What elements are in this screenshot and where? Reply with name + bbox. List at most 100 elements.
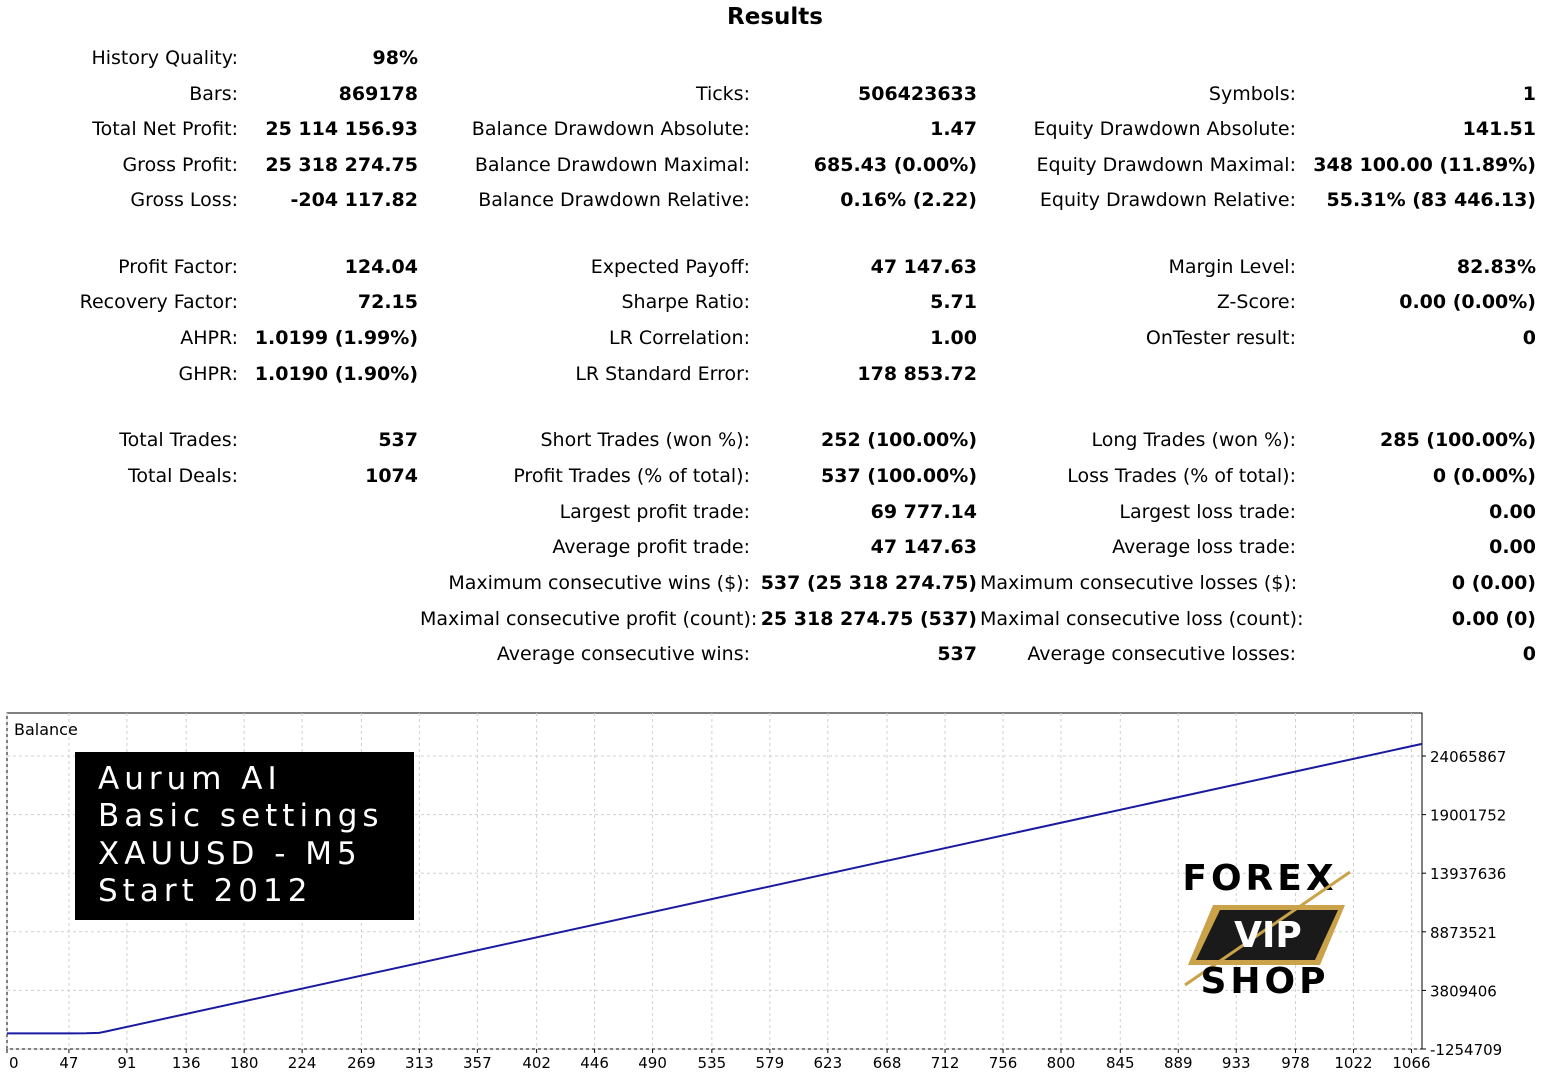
stat-row: Bars: 869178 Ticks: 506423633 Symbols: 1 [0,77,1550,111]
overlay-box [75,752,414,920]
stat-value: -204 117.82 [290,189,418,211]
y-tick-label: 13937636 [1430,865,1506,883]
overlay-text-line: Basic settings [98,798,384,834]
x-tick-label: 47 [59,1054,78,1072]
stat-value: 5.71 [930,291,977,313]
overlay-text-line: Start 2012 [98,873,312,909]
stat-row: Average consecutive wins: 537 Average cons… [0,637,1550,671]
x-tick-label: 535 [698,1054,727,1072]
stat-value: 47 147.63 [870,256,977,278]
stat-label: Gross Profit: [122,154,238,176]
balance-chart: 0 47 91 136 180 224 269 313 357 402 446 490 535 579 62… [0,700,1550,1080]
stat-value: 0.00 [1489,501,1536,523]
stat-label: OnTester result: [1145,327,1296,349]
stat-value: 0.00 [1489,536,1536,558]
balance-chart-svg: 0 47 91 136 180 224 269 313 357 402 446 490 535 579 62… [6,712,1506,1072]
stat-label: Profit Trades (% of total): [513,465,750,487]
stat-label: Total Net Profit: [92,118,238,140]
stat-label: Bars: [189,83,238,105]
stat-value: 348 100.00 (11.89%) [1313,154,1536,176]
x-tick-label: 357 [463,1054,492,1072]
stat-row: Gross Profit: 25 318 274.75 Balance Drawdo… [0,148,1550,182]
stat-label: Average loss trade: [1112,536,1296,558]
stat-value: 0.16% (2.22) [840,189,977,211]
stat-row: Maximum consecutive wins ($): 537 (25 318… [0,566,1550,600]
x-tick-label: 136 [172,1054,201,1072]
stat-label: Long Trades (won %): [1091,429,1296,451]
x-tick-label: 0 [9,1054,19,1072]
stat-label: Total Trades: [119,429,238,451]
stat-row: History Quality: 98% [0,41,1550,75]
stat-label: Loss Trades (% of total): [1067,465,1296,487]
stat-value: 685.43 (0.00%) [813,154,977,176]
y-tick-label: 19001752 [1430,807,1506,825]
x-tick-label: 889 [1164,1054,1193,1072]
chart-title: Balance [14,720,78,739]
stat-value: 178 853.72 [857,363,977,385]
stat-value: 1.0199 (1.99%) [254,327,418,349]
logo-black-band [1196,910,1338,960]
stat-row: Recovery Factor: 72.15 Sharpe Ratio: 5.71 Z-… [0,285,1550,319]
stat-label: Sharpe Ratio: [621,291,750,313]
stat-value: 285 (100.00%) [1380,429,1536,451]
stat-value: 537 [937,643,977,665]
x-tick-label: 1066 [1392,1054,1430,1072]
stat-row: Maximal consecutive profit (count): 25 31… [0,602,1550,636]
stat-row: Largest profit trade: 69 777.14 Largest lo… [0,495,1550,529]
results-title: Results [727,4,823,30]
stat-value: 537 [378,429,418,451]
stat-label: GHPR: [178,363,239,385]
x-tick-label: 933 [1222,1054,1251,1072]
stat-label: Symbols: [1208,83,1296,105]
x-tick-label: 800 [1047,1054,1076,1072]
stat-value: 0.00 (0.00%) [1399,291,1536,313]
x-tick-label: 579 [756,1054,785,1072]
stat-value: 1.00 [930,327,977,349]
stat-label: Maximal consecutive loss (count): [980,608,1304,630]
y-tick-label: 8873521 [1430,924,1497,942]
overlay-text-line: Aurum AI [98,761,282,797]
stat-value: 55.31% (83 446.13) [1326,189,1537,211]
stat-value: 0 (0.00) [1451,572,1536,594]
stat-value: 0 (0.00%) [1432,465,1536,487]
stat-row: AHPR: 1.0199 (1.99%) LR Correlation: 1.00 On… [0,321,1550,355]
logo-forex-text: FOREX [1182,858,1337,899]
balance-line [7,742,1423,1035]
stat-label: Ticks: [695,83,750,105]
stat-value: 0 [1522,327,1536,349]
stat-label: Expected Payoff: [590,256,750,278]
stat-value: 0 [1522,643,1536,665]
logo-shop-text: SHOP [1200,961,1329,1002]
stat-row: Profit Factor: 124.04 Expected Payoff: 47 1… [0,250,1550,284]
logo-gold-stroke [1184,870,1351,987]
stat-row: Gross Loss: -204 117.82 Balance Drawdown R… [0,183,1550,217]
stat-value: 82.83% [1456,256,1536,278]
stat-value: 47 147.63 [870,536,977,558]
logo-vip-text: VIP [1234,915,1302,956]
stat-label: Recovery Factor: [79,291,238,313]
stat-value: 1074 [365,465,418,487]
x-tick-label: 623 [813,1054,842,1072]
stat-value: 506423633 [858,83,977,105]
y-tick-label: 24065867 [1430,748,1506,766]
stat-label: Maximum consecutive losses ($): [980,572,1298,594]
stat-label: LR Standard Error: [575,363,750,385]
stat-label: Short Trades (won %): [540,429,750,451]
x-tick-label: 756 [989,1054,1018,1072]
stat-row: Total Net Profit: 25 114 156.93 Balance Dr… [0,112,1550,146]
stat-value: 25 114 156.93 [265,118,418,140]
stat-label: Equity Drawdown Absolute: [1033,118,1297,140]
stat-row: Total Deals: 1074 Profit Trades (% of tota… [0,459,1550,493]
stat-value: 537 (100.00%) [821,465,977,487]
stat-label: Total Deals: [128,465,238,487]
x-tick-label: 490 [638,1054,667,1072]
x-tick-label: 845 [1106,1054,1135,1072]
y-tick-label: 3809406 [1430,982,1497,1000]
stat-value: 869178 [338,83,418,105]
stat-label: Z-Score: [1216,291,1296,313]
stat-label: Average profit trade: [552,536,750,558]
stat-row: GHPR: 1.0190 (1.90%) LR Standard Error: 178… [0,357,1550,391]
overlay-text-line: XAUUSD - M5 [98,836,362,872]
stat-label: Maximum consecutive wins ($): [448,572,750,594]
stat-label: Largest profit trade: [559,501,750,523]
